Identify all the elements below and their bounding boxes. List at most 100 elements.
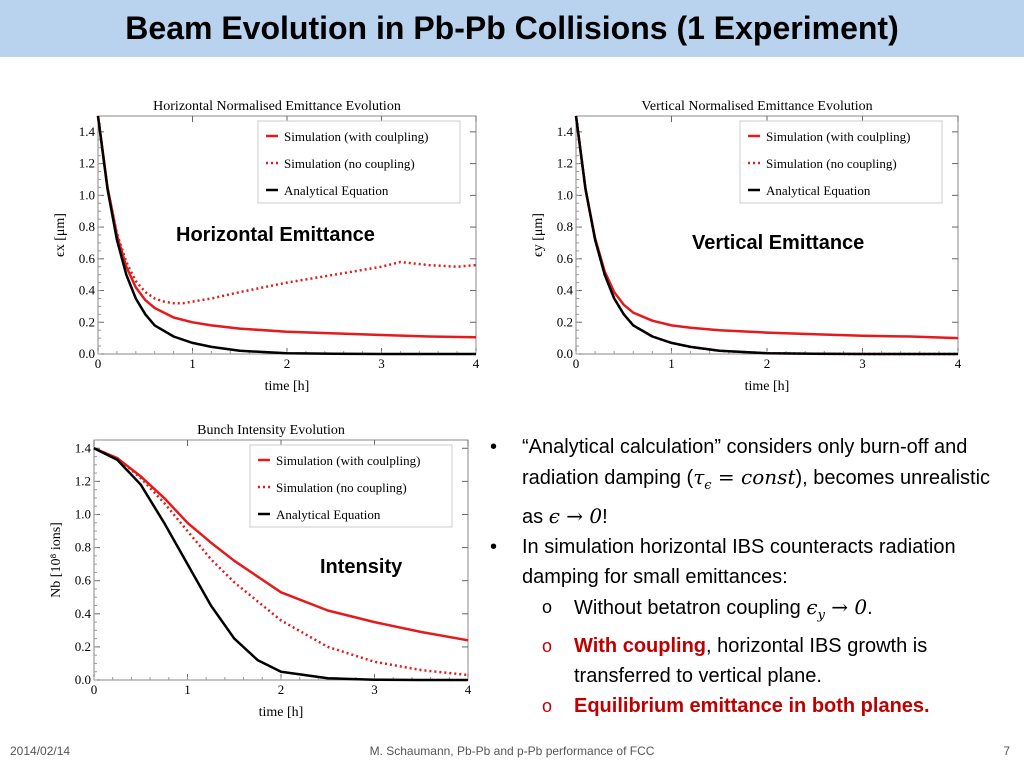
- bullet-ibs: • In simulation horizontal IBS counterac…: [490, 532, 1005, 592]
- x-tick-label: 2: [284, 356, 291, 371]
- legend-entry: Simulation (no coupling): [284, 156, 415, 171]
- tau-symbol: τ: [693, 465, 705, 489]
- horizontal-emittance-chart: Horizontal Normalised Emittance Evolutio…: [53, 99, 480, 394]
- bullet-marker: •: [490, 436, 498, 458]
- page-number: 7: [1003, 744, 1010, 758]
- bullet-text: ),: [795, 467, 808, 489]
- y-tick-label: 0.4: [75, 606, 92, 621]
- y-tick-label: 0.2: [557, 314, 573, 329]
- x-tick-label: 1: [184, 682, 191, 697]
- sub-bullet-text: .: [867, 597, 873, 619]
- sub-bullet-marker: o: [542, 696, 553, 716]
- legend-entry: Simulation (no coupling): [766, 156, 897, 171]
- y-axis-label: ϵx [μm]: [53, 213, 68, 257]
- legend-box: [739, 120, 943, 204]
- legend-entry: Simulation (no coupling): [276, 480, 407, 495]
- bullet-text: becomes unrealistic as: [522, 467, 991, 528]
- y-tick-label: 0.0: [557, 346, 573, 361]
- x-tick-label: 0: [91, 682, 98, 697]
- bullet-marker: •: [490, 536, 498, 558]
- chart-title: Bunch Intensity Evolution: [197, 423, 345, 438]
- y-tick-label: 0.8: [75, 540, 91, 555]
- y-tick-label: 1.2: [75, 473, 91, 488]
- bullet-text: “Analytical calculation” considers only …: [522, 436, 968, 489]
- x-tick-label: 0: [573, 356, 580, 371]
- y-tick-label: 0.8: [79, 219, 95, 234]
- y-tick-label: 0.2: [79, 314, 95, 329]
- x-tick-label: 2: [278, 682, 285, 697]
- series-line-3: [96, 115, 476, 356]
- vertical-emittance-label: Vertical Emittance: [692, 232, 865, 254]
- bullet-list: • “Analytical calculation” considers onl…: [490, 432, 1005, 721]
- legend-box: [257, 120, 461, 204]
- sub-bullet-text: Without betatron coupling: [574, 597, 807, 619]
- y-tick-label: 1.4: [79, 124, 96, 139]
- x-axis-label: time [h]: [745, 379, 790, 394]
- y-tick-label: 0.8: [557, 219, 573, 234]
- x-tick-label: 4: [473, 356, 480, 371]
- x-tick-label: 0: [95, 356, 102, 371]
- y-axis-label: ϵy [μm]: [531, 213, 546, 257]
- x-tick-label: 3: [859, 356, 866, 371]
- legend-entry: Simulation (with coulpling): [766, 129, 910, 144]
- sub-bullet-marker: o: [542, 636, 553, 656]
- y-tick-label: 1.4: [557, 124, 574, 139]
- chart-title: Vertical Normalised Emittance Evolution: [641, 99, 872, 114]
- y-tick-label: 1.0: [75, 506, 91, 521]
- with-coupling-text: With coupling: [574, 635, 707, 657]
- x-axis-label: time [h]: [265, 379, 310, 394]
- arrow-zero: → 0: [824, 595, 868, 619]
- y-tick-label: 1.2: [79, 156, 95, 171]
- intensity-label: Intensity: [320, 556, 403, 578]
- bullet-text: !: [602, 506, 608, 528]
- chart-title: Horizontal Normalised Emittance Evolutio…: [153, 99, 401, 114]
- y-tick-label: 0.0: [75, 672, 91, 687]
- epsilon-subscript: ϵ: [704, 478, 712, 493]
- x-tick-label: 2: [764, 356, 771, 371]
- y-tick-label: 1.2: [557, 156, 573, 171]
- legend-entry: Analytical Equation: [276, 507, 381, 522]
- title-bar: Beam Evolution in Pb-Pb Collisions (1 Ex…: [0, 0, 1024, 57]
- legend-box: [249, 444, 453, 528]
- y-tick-label: 0.6: [557, 251, 574, 266]
- sub-bullet-no-coupling: o Without betatron coupling ϵy → 0.: [542, 592, 1005, 631]
- y-tick-label: 0.0: [79, 346, 95, 361]
- sub-bullet-equilibrium: o Equilibrium emittance in both planes.: [542, 691, 1005, 721]
- y-tick-label: 1.0: [557, 187, 573, 202]
- series-line-1: [96, 115, 477, 339]
- legend-entry: Analytical Equation: [766, 183, 871, 198]
- bullet-text: In simulation horizontal IBS counteracts…: [522, 536, 956, 588]
- footer-date: 2014/02/14: [10, 744, 71, 758]
- horizontal-emittance-label: Horizontal Emittance: [176, 224, 375, 246]
- x-tick-label: 4: [955, 356, 962, 371]
- series-line-2: [96, 115, 477, 305]
- y-tick-label: 0.2: [75, 639, 91, 654]
- legend-entry: Simulation (with coulpling): [284, 129, 428, 144]
- vertical-emittance-chart: Vertical Normalised Emittance Evolution 0…: [531, 99, 962, 394]
- x-tick-label: 3: [371, 682, 378, 697]
- footer-center: M. Schaumann, Pb-Pb and p-Pb performance…: [369, 744, 655, 758]
- y-tick-label: 0.6: [79, 251, 96, 266]
- y-tick-label: 0.4: [557, 283, 574, 298]
- epsilon-symbol: ϵ: [806, 595, 818, 619]
- y-subscript: y: [817, 608, 825, 623]
- x-tick-label: 3: [378, 356, 385, 371]
- sub-bullet-marker: o: [542, 597, 553, 617]
- legend-entry: Simulation (with coulpling): [276, 453, 420, 468]
- epsilon-limit: ϵ → 0: [548, 504, 603, 528]
- sub-bullet-with-coupling: o With coupling, horizontal IBS growth i…: [542, 631, 1005, 691]
- series-line-3: [574, 115, 958, 356]
- legend-entry: Analytical Equation: [284, 183, 389, 198]
- y-tick-label: 1.4: [75, 440, 92, 455]
- series-line-3: [93, 447, 468, 682]
- bunch-intensity-chart: Bunch Intensity Evolution 0.0 0.2 0.4 0.6 0.8…: [49, 423, 472, 720]
- x-tick-label: 1: [668, 356, 675, 371]
- series-line-2: [93, 447, 469, 677]
- const-text: = const: [711, 465, 796, 489]
- x-axis-label: time [h]: [259, 705, 304, 720]
- equilibrium-text: Equilibrium emittance in both planes.: [574, 695, 930, 717]
- y-tick-label: 0.6: [75, 573, 92, 588]
- y-tick-label: 0.4: [79, 283, 96, 298]
- x-tick-label: 1: [189, 356, 196, 371]
- x-tick-label: 4: [465, 682, 472, 697]
